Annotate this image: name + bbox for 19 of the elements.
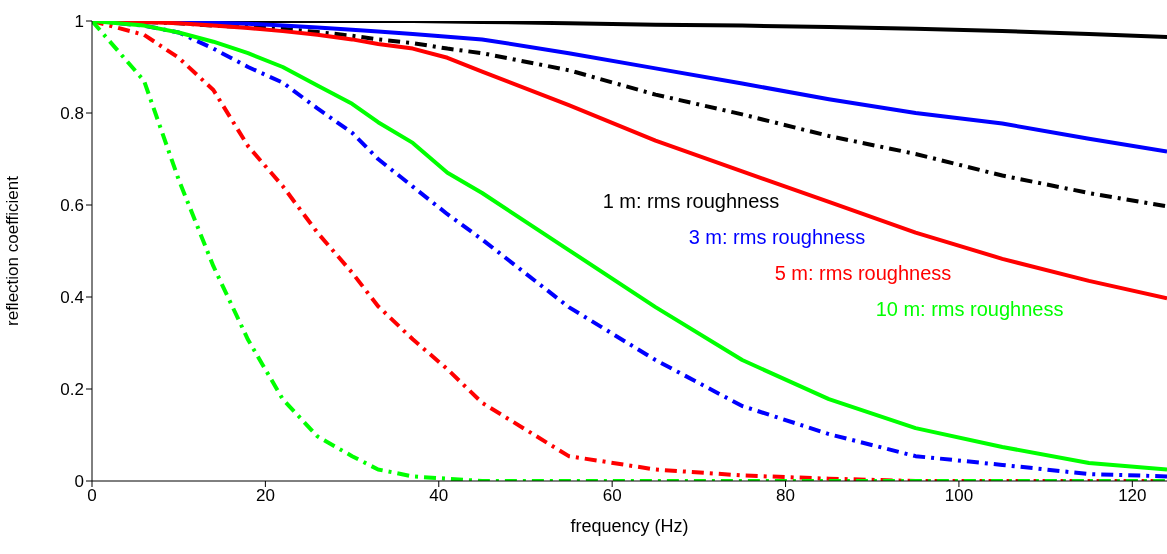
x-tick-label: 20: [255, 486, 275, 506]
annotation: 3 m: rms roughness: [688, 226, 866, 249]
y-tick-label: 0.8: [60, 104, 84, 124]
x-axis-title: frequency (Hz): [570, 516, 689, 536]
y-tick-label: 0.4: [60, 288, 84, 308]
x-tick-label: 120: [1118, 486, 1147, 506]
x-tick-label: 0: [87, 486, 97, 506]
y-tick-label: 1: [74, 12, 84, 32]
y-tick-label: 0: [74, 472, 84, 492]
x-tick-label: 40: [429, 486, 449, 506]
annotation: 1 m: rms roughness: [602, 190, 780, 213]
x-tick-label: 100: [944, 486, 974, 506]
x-tick-label: 60: [602, 486, 622, 506]
annotation: 10 m: rms roughness: [875, 298, 1064, 321]
annotation: 5 m: rms roughness: [774, 262, 952, 285]
x-tick-label: 80: [776, 486, 796, 506]
y-tick-label: 0.6: [60, 196, 84, 216]
y-axis-title: reflection coefficient: [3, 175, 23, 326]
y-tick-label: 0.2: [60, 380, 84, 400]
